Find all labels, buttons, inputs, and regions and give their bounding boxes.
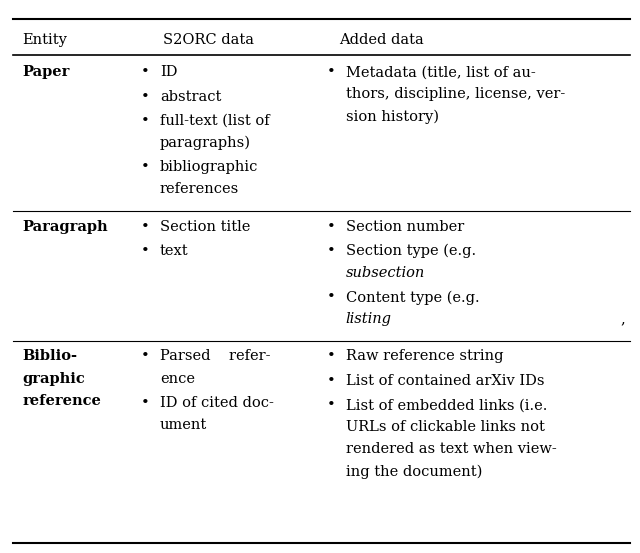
Text: •: • — [141, 396, 150, 410]
Text: •: • — [326, 374, 335, 388]
Text: text: text — [160, 244, 189, 258]
Text: Paragraph: Paragraph — [22, 220, 108, 233]
Text: •: • — [141, 349, 150, 363]
Text: •: • — [141, 244, 150, 258]
Text: rendered as text when view-: rendered as text when view- — [346, 442, 556, 456]
Text: graphic: graphic — [22, 372, 85, 385]
Text: •: • — [326, 349, 335, 363]
Text: Section type (e.g.: Section type (e.g. — [346, 244, 481, 258]
Text: Parsed    refer-: Parsed refer- — [160, 349, 271, 363]
Text: thors, discipline, license, ver-: thors, discipline, license, ver- — [346, 87, 565, 101]
Text: Section title: Section title — [160, 220, 250, 233]
Text: Content type (e.g.: Content type (e.g. — [346, 290, 484, 305]
Text: Section number: Section number — [346, 220, 464, 233]
Text: •: • — [326, 398, 335, 412]
Text: Entity: Entity — [22, 33, 67, 47]
Text: reference: reference — [22, 394, 101, 408]
Text: ence: ence — [160, 372, 195, 385]
Text: List of embedded links (i.e.: List of embedded links (i.e. — [346, 398, 547, 412]
Text: ument: ument — [160, 418, 207, 432]
Text: Biblio-: Biblio- — [22, 349, 77, 363]
Text: •: • — [141, 114, 150, 128]
Text: Added data: Added data — [339, 33, 424, 47]
Text: listing: listing — [346, 312, 392, 326]
Text: •: • — [141, 90, 150, 103]
Text: S2ORC data: S2ORC data — [163, 33, 254, 47]
Text: Metadata (title, list of au-: Metadata (title, list of au- — [346, 65, 535, 79]
Text: List of contained arXiv IDs: List of contained arXiv IDs — [346, 374, 544, 388]
Text: full-text (list of: full-text (list of — [160, 114, 269, 128]
Text: •: • — [141, 220, 150, 233]
Text: •: • — [326, 290, 335, 304]
Text: bibliographic: bibliographic — [160, 160, 259, 174]
Text: subsection: subsection — [346, 266, 425, 280]
Text: •: • — [326, 65, 335, 79]
Text: URLs of clickable links not: URLs of clickable links not — [346, 420, 545, 434]
Text: ID of cited doc-: ID of cited doc- — [160, 396, 274, 410]
Text: •: • — [326, 244, 335, 258]
Text: ,: , — [621, 312, 630, 326]
Text: •: • — [141, 160, 150, 174]
Text: ID: ID — [160, 65, 177, 79]
Text: •: • — [141, 65, 150, 79]
Text: Raw reference string: Raw reference string — [346, 349, 503, 363]
Text: abstract: abstract — [160, 90, 221, 103]
Text: references: references — [160, 182, 239, 196]
Text: paragraphs): paragraphs) — [160, 136, 251, 150]
Text: sion history): sion history) — [346, 109, 438, 124]
Text: Paper: Paper — [22, 65, 70, 79]
Text: •: • — [326, 220, 335, 233]
Text: ing the document): ing the document) — [346, 465, 482, 479]
